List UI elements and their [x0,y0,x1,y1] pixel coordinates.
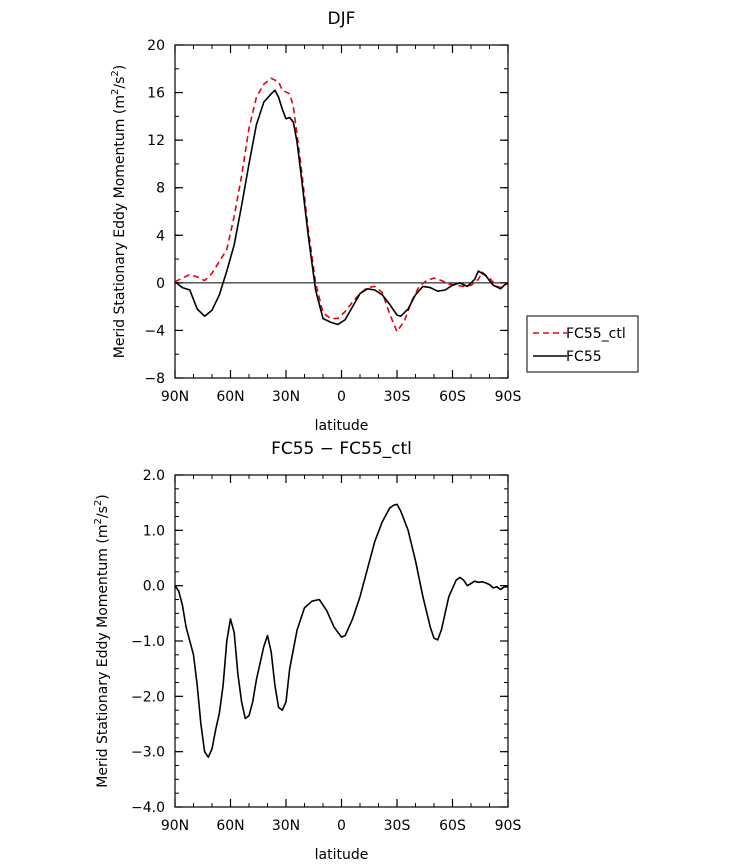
bottom-x-tick-label: 90S [495,818,522,834]
bottom-chart-title: FC55 − FC55_ctl [271,439,412,459]
bottom-x-axis-label: latitude [315,847,369,863]
legend-box [526,315,639,373]
bottom-x-tick-label: 60S [439,818,466,834]
top-x-tick-label: 30N [272,389,300,405]
top-panel: DJF 90N 60N 30N 0 30S 60S 90S −8 −4 0 4 8 12 16 20 lat… [110,9,521,434]
top-x-tick-label: 60N [216,389,244,405]
top-x-tick-label: 60S [439,389,466,405]
top-x-tick-label: 90S [495,389,522,405]
bottom-x-tick-label: 30N [272,818,300,834]
bottom-x-tick-label: 30S [384,818,411,834]
top-y-axis-label: Merid Stationary Eddy Momentum (m2/s2) [110,65,128,358]
bottom-x-tick-label: 60N [216,818,244,834]
top-y-tick-label: −4 [144,323,165,339]
legend-label-fc55: FC55 [566,349,602,365]
top-y-tick-label: 16 [147,86,165,102]
bottom-y-tick-label: 2.0 [143,468,165,484]
bottom-panel: FC55 − FC55_ctl 90N 60N 30N 0 30S 60S 90S −4.0 −… [93,439,521,863]
bottom-x-tick-label: 90N [161,818,189,834]
bottom-y-tick-label: −1.0 [131,634,165,650]
top-series-line-fc55-ctl [174,77,509,333]
top-y-tick-label: −8 [144,371,165,387]
top-plot-frame [174,44,509,379]
top-y-tick-label: 12 [147,133,165,149]
bottom-y-tick-label: 0.0 [143,579,165,595]
bottom-y-axis-label: Merid Stationary Eddy Momentum (m2/s2) [93,494,111,787]
bottom-plot-area: 90N 60N 30N 0 30S 60S 90S −4.0 −3.0 −2.0 −1.0 0.0 1.… [131,468,521,834]
top-x-axis-label: latitude [315,418,369,434]
top-series-line-fc55 [174,89,509,326]
bottom-series-line [174,503,508,758]
bottom-y-tick-label: −3.0 [131,745,165,761]
bottom-y-tick-label: −4.0 [131,800,165,816]
top-y-tick-label: 4 [156,228,165,244]
bottom-plot-frame [174,474,509,808]
top-y-tick-label: 8 [156,181,165,197]
top-chart-title: DJF [328,9,356,29]
top-y-tick-label: 20 [147,38,165,54]
top-x-tick-label: 30S [384,389,411,405]
top-y-tick-label: 0 [156,276,165,292]
bottom-y-tick-label: −2.0 [131,689,165,705]
top-x-tick-label: 0 [337,389,346,405]
top-plot-area: 90N 60N 30N 0 30S 60S 90S −8 −4 0 4 8 12 16 20 [144,38,521,405]
legend-label-fc55-ctl: FC55_ctl [566,326,626,342]
top-x-tick-label: 90N [161,389,189,405]
bottom-y-tick-label: 1.0 [143,523,165,539]
bottom-x-tick-label: 0 [337,818,346,834]
legend: FC55_ctl FC55 [526,315,639,373]
